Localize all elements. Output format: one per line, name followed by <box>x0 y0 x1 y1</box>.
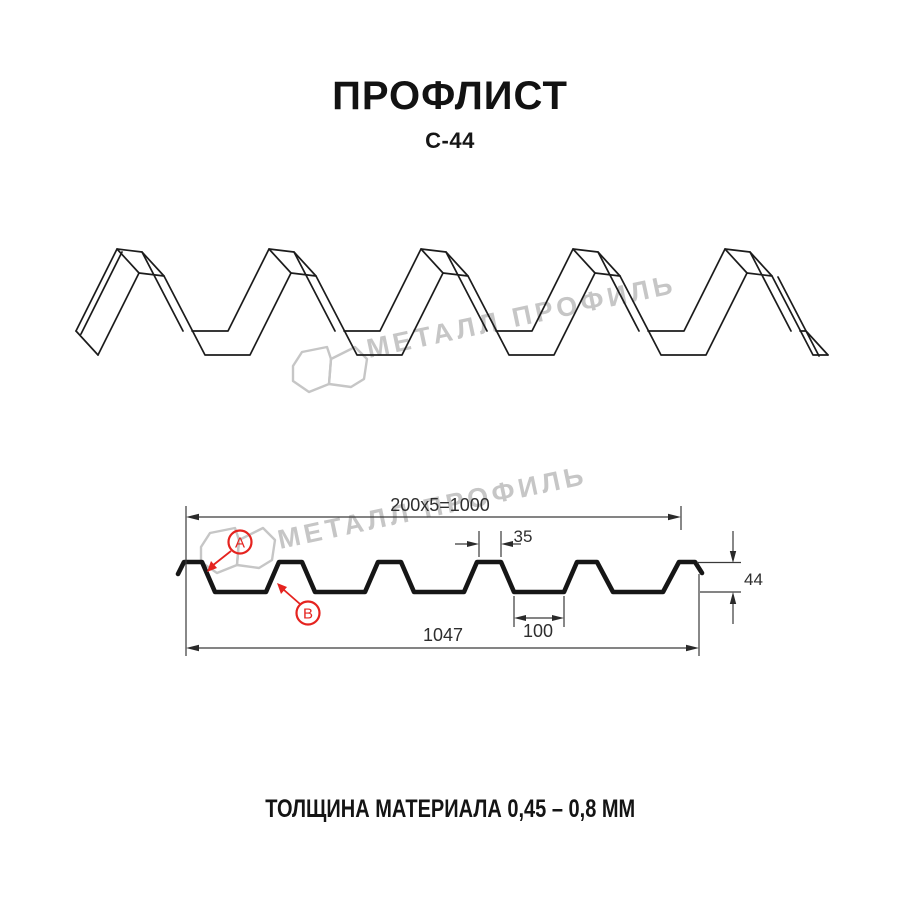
marker-b-letter: В <box>303 606 313 623</box>
dim-rib-top-width: 35 <box>514 527 533 546</box>
profile-outline <box>175 559 705 595</box>
dim-top-width: 200x5=1000 <box>390 495 490 515</box>
brand-logo-icon <box>291 345 369 394</box>
profile-cross-section <box>175 559 705 595</box>
dim-profile-height: 44 <box>744 570 763 589</box>
marker-a: А <box>207 529 253 572</box>
page-title: ПРОФЛИСТ <box>332 74 568 118</box>
dim-rib-bottom-width: 100 <box>523 621 553 641</box>
thickness-note: ТОЛЩИНА МАТЕРИАЛА 0,45 – 0,8 ММ <box>0 795 900 824</box>
marker-a-letter: А <box>235 535 245 552</box>
dim-total-width: 1047 <box>423 625 463 645</box>
thickness-note-text: ТОЛЩИНА МАТЕРИАЛА 0,45 – 0,8 ММ <box>265 795 635 823</box>
profile-model-label: С-44 <box>425 128 475 153</box>
dimension-lines: 200x5=1000 35 44 1047 100 <box>185 495 763 656</box>
marker-b: В <box>277 583 321 626</box>
profile-3d-view <box>75 248 829 357</box>
callout-markers: А В <box>207 529 321 626</box>
